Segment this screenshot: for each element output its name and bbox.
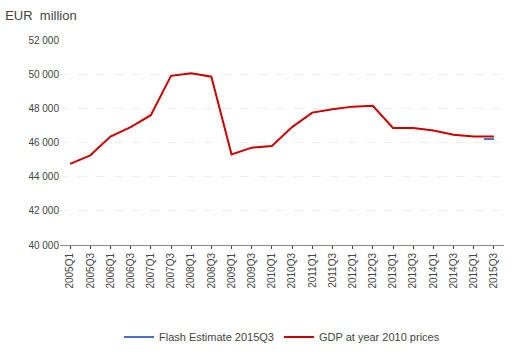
svg-text:2013Q1: 2013Q1 [387,253,398,289]
svg-text:48 000: 48 000 [28,103,59,114]
svg-text:2015Q1: 2015Q1 [468,253,479,289]
svg-text:EUR million: EUR million [5,8,77,23]
svg-text:2011Q1: 2011Q1 [307,253,318,288]
svg-text:2013Q3: 2013Q3 [407,253,418,289]
svg-text:2005Q1: 2005Q1 [64,253,75,289]
svg-text:52 000: 52 000 [28,35,59,46]
svg-text:44 000: 44 000 [28,171,59,182]
svg-text:GDP at year 2010 prices: GDP at year 2010 prices [319,331,440,343]
svg-text:42 000: 42 000 [28,205,59,216]
svg-text:2008Q1: 2008Q1 [185,253,196,289]
svg-text:46 000: 46 000 [28,137,59,148]
svg-text:2007Q3: 2007Q3 [165,253,176,289]
svg-text:2015Q3: 2015Q3 [488,253,499,289]
svg-text:2011Q3: 2011Q3 [327,253,338,288]
svg-text:2014Q1: 2014Q1 [428,253,439,289]
svg-text:40 000: 40 000 [28,240,59,251]
svg-text:2012Q1: 2012Q1 [347,253,358,289]
svg-text:2010Q1: 2010Q1 [266,253,277,289]
svg-text:2009Q1: 2009Q1 [226,253,237,289]
svg-text:2005Q3: 2005Q3 [85,253,96,289]
svg-text:2010Q3: 2010Q3 [286,253,297,289]
svg-text:2008Q3: 2008Q3 [206,253,217,289]
svg-text:50 000: 50 000 [28,69,59,80]
svg-text:2009Q3: 2009Q3 [246,253,257,289]
svg-text:2014Q3: 2014Q3 [448,253,459,289]
svg-text:Flash Estimate 2015Q3: Flash Estimate 2015Q3 [159,331,274,343]
svg-text:2012Q3: 2012Q3 [367,253,378,289]
svg-text:2006Q3: 2006Q3 [125,253,136,289]
svg-text:2006Q1: 2006Q1 [105,253,116,289]
svg-text:2007Q1: 2007Q1 [145,253,156,289]
